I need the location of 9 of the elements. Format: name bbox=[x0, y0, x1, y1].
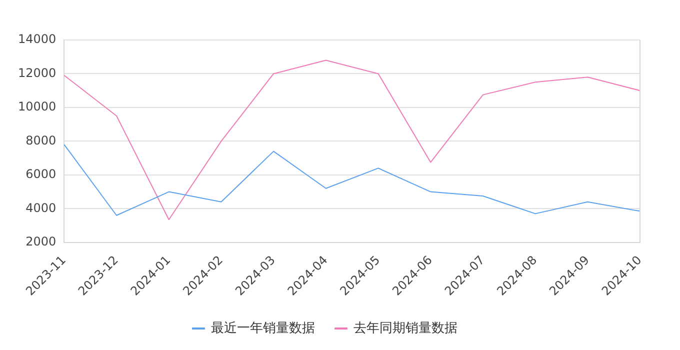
y-tick-label: 6000 bbox=[26, 167, 56, 182]
y-tick-label: 4000 bbox=[26, 200, 56, 215]
legend-label: 去年同期销量数据 bbox=[354, 320, 458, 336]
legend-label: 最近一年销量数据 bbox=[211, 320, 315, 336]
y-tick-label: 10000 bbox=[18, 100, 56, 114]
y-tick-label: 14000 bbox=[18, 32, 56, 46]
y-tick-label: 2000 bbox=[26, 234, 56, 248]
y-tick-label: 8000 bbox=[26, 133, 56, 148]
y-tick-label: 12000 bbox=[18, 66, 56, 80]
